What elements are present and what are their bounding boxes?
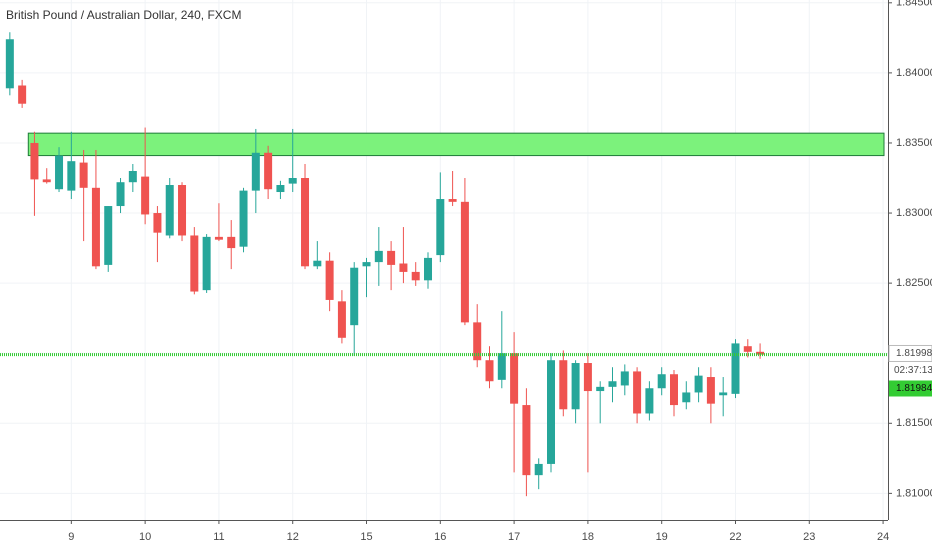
candle-body [387,250,396,265]
candle-body [559,360,568,410]
candle-body [116,182,125,207]
y-tick-label: 1.81500 [896,417,932,429]
candle-body [596,386,605,392]
candle-body [325,260,334,300]
candle-body [288,178,297,184]
y-tick-label: 1.81000 [896,487,932,499]
level-label-box [889,380,932,397]
candle-body [694,375,703,393]
candle-body [571,363,580,410]
candle-body [30,142,39,180]
candle-body [657,374,666,389]
candle-body [141,176,150,215]
y-tick-label: 1.83500 [896,137,932,149]
candle-body [424,257,433,281]
candle-body [276,185,285,193]
candle-body [411,271,420,281]
candle-body [743,346,752,352]
candle-body [301,178,310,267]
candle-body [706,377,715,404]
candle-body [645,388,654,414]
level-label: 1.81984 [896,383,932,394]
candle-body [460,201,469,323]
x-tick-label: 24 [877,531,889,543]
candle-body [227,236,236,249]
x-tick-label: 18 [582,531,594,543]
x-tick-label: 11 [213,531,224,543]
candle-body [608,381,617,387]
x-tick-label: 22 [729,531,741,543]
candle-body [42,179,51,183]
x-tick-label: 16 [434,531,446,543]
y-tick-label: 1.82500 [896,277,932,289]
candle-body [731,343,740,394]
candle-body [374,250,383,263]
x-tick-label: 17 [508,531,520,543]
candle-body [104,206,113,265]
candle-body [669,374,678,406]
y-tick-label: 1.84500 [896,0,932,9]
candle-body [473,322,482,361]
candle-body [313,260,322,267]
candle-body [178,185,187,236]
candle-body [165,185,174,236]
candle-body [682,392,691,403]
candle-body [583,363,592,392]
candle-body [436,199,445,256]
resistance-zone [27,132,885,157]
candle-body [719,392,728,396]
candle-body [91,187,100,267]
candle-body [620,371,629,386]
x-tick-label: 19 [656,531,668,543]
candle-body [547,360,556,464]
candle-body [399,263,408,272]
x-tick-label: 15 [360,531,372,543]
candle-body [633,371,642,414]
x-tick-label: 10 [139,531,151,543]
candle-body [251,152,260,191]
candle-body [190,235,199,292]
candle-body [128,170,137,183]
last-price-label: 1.81998 [896,348,932,359]
x-tick-label: 9 [68,531,74,543]
candle-body [239,190,248,247]
candle-body [497,353,506,380]
candle-body [337,301,346,338]
y-tick-label: 1.83000 [896,207,932,219]
candle-body [5,39,14,89]
candle-body [522,405,531,476]
candle-body [264,152,273,190]
candle-body [202,236,211,291]
candle-body [510,353,519,404]
candle-body [18,85,27,104]
x-tick-label: 23 [803,531,815,543]
chart-title: British Pound / Australian Dollar, 240, … [6,8,241,22]
candle-body [485,360,494,382]
last-price-box [888,344,932,362]
candle-body [534,463,543,476]
candle-body [362,262,371,267]
x-tick-label: 12 [287,531,299,543]
candle-body [55,155,64,190]
candle-body [214,236,223,240]
countdown-label: 02:37:13 [894,365,932,376]
candle-body [79,162,88,188]
candle-body [153,213,162,233]
candle-body [350,267,359,326]
candle-body [448,199,457,202]
candle-body [67,161,76,191]
y-tick-label: 1.84000 [896,67,932,79]
